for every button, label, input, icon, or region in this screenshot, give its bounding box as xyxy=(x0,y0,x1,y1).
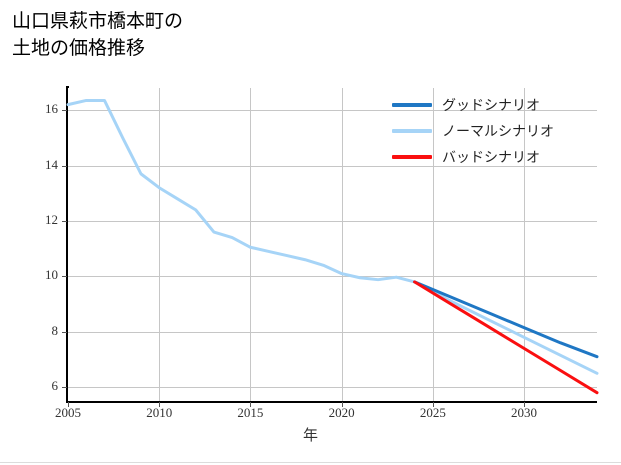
y-tick-label: 8 xyxy=(51,322,59,338)
bottom-divider xyxy=(0,462,621,463)
x-tick-mark xyxy=(432,402,434,407)
x-tick-label: 2025 xyxy=(419,405,446,420)
gridline-vertical xyxy=(159,88,161,401)
chart-title: 山口県萩市橋本町の 土地の価格推移 xyxy=(12,10,184,59)
x-tick-label: 2015 xyxy=(237,405,264,420)
y-tick-mark xyxy=(62,110,67,112)
x-tick-mark xyxy=(159,402,161,407)
gridline-vertical xyxy=(250,88,252,401)
y-tick-label: 10 xyxy=(45,267,58,283)
x-tick-label: 2010 xyxy=(146,405,173,420)
gridline-horizontal xyxy=(68,220,597,222)
y-axis-label-container: 坪（3.3㎡）単価（万円） xyxy=(6,88,90,401)
gridline-horizontal xyxy=(68,165,597,167)
gridline-vertical xyxy=(432,88,434,401)
y-tick-label: 12 xyxy=(45,211,58,227)
gridline-horizontal xyxy=(68,387,597,389)
legend-item-label: グッドシナリオ xyxy=(442,98,540,114)
x-axis-spine xyxy=(66,400,597,403)
x-tick-label: 2030 xyxy=(511,405,538,420)
y-tick-mark xyxy=(62,276,67,278)
y-tick-label: 14 xyxy=(45,156,58,172)
x-axis-label: 年 xyxy=(302,426,318,444)
legend-color-swatch xyxy=(392,129,432,133)
y-tick-mark xyxy=(62,165,67,167)
series-line xyxy=(413,280,599,359)
gridline-horizontal xyxy=(68,276,597,278)
x-tick-mark xyxy=(341,402,343,407)
x-tick-label: 2020 xyxy=(328,405,355,420)
legend-color-swatch xyxy=(392,103,432,107)
gridline-vertical xyxy=(524,88,526,401)
x-tick-mark xyxy=(524,402,526,407)
x-tick-mark xyxy=(68,402,69,407)
legend-item-label: ノーマルシナリオ xyxy=(442,124,554,140)
gridline-horizontal xyxy=(68,331,597,333)
series-line xyxy=(66,98,599,375)
y-tick-mark xyxy=(62,220,67,222)
x-tick-mark xyxy=(250,402,252,407)
y-tick-label: 16 xyxy=(45,101,58,117)
y-axis-spine xyxy=(66,86,69,403)
gridline-vertical xyxy=(341,88,343,401)
legend-item[interactable]: グッドシナリオ xyxy=(392,92,612,118)
gridline-horizontal xyxy=(68,110,597,112)
series-lines xyxy=(66,98,599,395)
chart-legend: グッドシナリオ ノーマルシナリオ バッドシナリオ xyxy=(392,92,612,170)
plot-area xyxy=(66,88,599,401)
x-tick-label: 2005 xyxy=(55,405,81,420)
series-line xyxy=(413,280,599,395)
y-tick-label: 6 xyxy=(51,378,59,394)
legend-color-swatch xyxy=(392,155,432,159)
plot-background xyxy=(68,88,597,401)
legend-item[interactable]: ノーマルシナリオ xyxy=(392,118,612,144)
y-tick-mark xyxy=(62,387,67,389)
y-tick-mark xyxy=(62,331,67,333)
legend-item-label: バッドシナリオ xyxy=(442,150,540,166)
legend-item[interactable]: バッドシナリオ xyxy=(392,144,612,170)
